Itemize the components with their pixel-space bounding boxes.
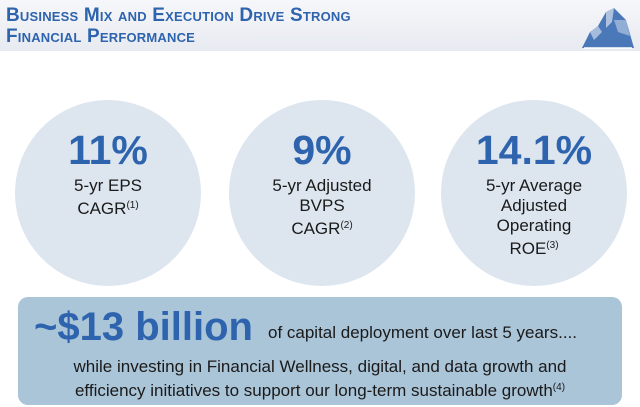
metric-roe-circle: 14.1% 5-yr Average Adjusted Operating RO… xyxy=(441,100,627,286)
investment-line-1: while investing in Financial Wellness, d… xyxy=(73,357,567,376)
metric-label-line: BVPS xyxy=(299,196,345,215)
title-line-2: Financial Performance xyxy=(6,26,196,47)
metric-value: 11% xyxy=(68,127,148,173)
investment-line-2-text: efficiency initiatives to support our lo… xyxy=(74,381,553,400)
investment-line-2: efficiency initiatives to support our lo… xyxy=(18,378,622,401)
metric-label-line: 5-yr Adjusted xyxy=(272,176,372,195)
metric-label: 5-yr EPS CAGR(1) xyxy=(15,176,201,219)
title-line-1: Business Mix and Execution Drive Strong xyxy=(6,5,351,26)
slide-header: Business Mix and Execution Drive Strong … xyxy=(0,0,640,51)
rock-of-gibraltar-logo-icon xyxy=(582,8,634,49)
metric-label-line: Operating xyxy=(496,216,572,235)
capital-amount: ~$13 billion xyxy=(34,305,253,349)
metric-label-line: CAGR(1) xyxy=(15,196,201,219)
footnote-marker: (3) xyxy=(546,240,559,251)
footnote-marker: (1) xyxy=(126,200,139,211)
metric-label: 5-yr Adjusted BVPS CAGR(2) xyxy=(229,176,415,239)
metric-value: 14.1% xyxy=(475,127,593,173)
capital-deployment-banner: ~$13 billion of capital deployment over … xyxy=(18,297,622,405)
metric-label-line: Adjusted xyxy=(500,196,568,215)
metric-label-text: CAGR xyxy=(77,199,127,218)
metric-label-line: 5-yr Average xyxy=(485,176,583,195)
slide-title: Business Mix and Execution Drive Strong … xyxy=(6,5,351,47)
footnote-marker: (2) xyxy=(340,220,353,231)
metric-label: 5-yr Average Adjusted Operating ROE(3) xyxy=(441,176,627,259)
metric-label-line: CAGR(2) xyxy=(229,216,415,239)
metric-value: 9% xyxy=(292,127,352,173)
footnote-marker: (4) xyxy=(552,382,566,393)
metric-label-line: 5-yr EPS xyxy=(73,176,143,195)
metric-label-text: CAGR xyxy=(291,219,341,238)
metric-label-line: ROE(3) xyxy=(441,236,627,259)
capital-description: of capital deployment over last 5 years.… xyxy=(268,323,577,342)
metric-label-text: ROE xyxy=(509,239,547,258)
metric-eps-circle: 11% 5-yr EPS CAGR(1) xyxy=(15,100,201,286)
metric-bvps-circle: 9% 5-yr Adjusted BVPS CAGR(2) xyxy=(229,100,415,286)
